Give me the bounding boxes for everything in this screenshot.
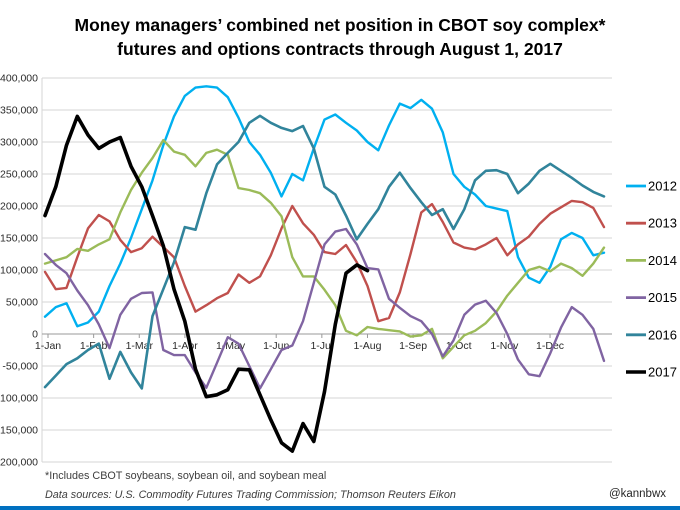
x-tick-label: 1-Jan bbox=[35, 340, 61, 352]
x-tick-label: 1-Aug bbox=[353, 340, 381, 352]
chart-footnote: *Includes CBOT soybeans, soybean oil, an… bbox=[45, 470, 327, 482]
series-line-2016 bbox=[43, 114, 606, 390]
y-tick-label: -150,000 bbox=[0, 425, 38, 437]
legend-label-2014: 2014 bbox=[648, 253, 677, 268]
x-tick-label: 1-Jun bbox=[263, 340, 289, 352]
y-tick-label: 150,000 bbox=[0, 233, 38, 245]
legend-label-2012: 2012 bbox=[648, 179, 677, 194]
y-tick-label: 350,000 bbox=[0, 105, 38, 117]
y-tick-label: 400,000 bbox=[0, 73, 38, 85]
chart-title-line2: futures and options contracts through Au… bbox=[117, 38, 563, 59]
x-tick-label: 1-Apr bbox=[172, 340, 198, 352]
x-tick-label: 1-Sep bbox=[399, 340, 427, 352]
chart-title-line1: Money managers’ combined net position in… bbox=[74, 15, 606, 35]
y-tick-label: 100,000 bbox=[0, 265, 38, 277]
legend-label-2016: 2016 bbox=[648, 327, 677, 342]
y-tick-label: 250,000 bbox=[0, 169, 38, 181]
x-tick-label: 1-Dec bbox=[536, 340, 564, 352]
series-line-2015 bbox=[43, 227, 606, 390]
y-tick-label: 200,000 bbox=[0, 201, 38, 213]
chart-title: Money managers’ combined net position in… bbox=[0, 14, 680, 61]
series-line-2017 bbox=[43, 114, 370, 453]
accent-bottom-bar bbox=[0, 506, 680, 510]
data-source-note: Data sources: U.S. Commodity Futures Tra… bbox=[45, 489, 456, 501]
y-tick-label: -200,000 bbox=[0, 457, 38, 469]
y-tick-label: -50,000 bbox=[2, 361, 38, 373]
legend-label-2013: 2013 bbox=[648, 216, 677, 231]
series-line-2013 bbox=[43, 199, 606, 323]
legend-label-2015: 2015 bbox=[648, 290, 677, 305]
y-tick-label: 0 bbox=[32, 329, 38, 341]
legend-label-2017: 2017 bbox=[648, 365, 677, 380]
twitter-handle-credit: @kannbwx bbox=[608, 488, 666, 500]
y-tick-label: 50,000 bbox=[6, 297, 38, 309]
y-tick-label: 300,000 bbox=[0, 137, 38, 149]
y-tick-label: -100,000 bbox=[0, 393, 38, 405]
x-tick-label: 1-Jul bbox=[310, 340, 333, 352]
series-line-2012 bbox=[43, 85, 606, 328]
